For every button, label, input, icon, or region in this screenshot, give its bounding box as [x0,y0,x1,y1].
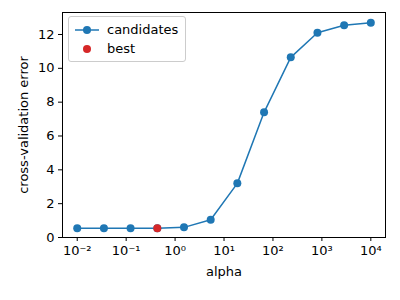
html-text:best: best [107,41,136,56]
svg-text:alpha: alpha [206,264,242,279]
svg-text:2: 2 [46,196,54,211]
html-text:candidates: candidates [107,22,179,37]
svg-text:cross-validation error: cross-validation error [16,56,31,194]
svg-text:10⁴: 10⁴ [360,243,382,258]
svg-text:0: 0 [46,230,54,245]
svg-text:10⁰: 10⁰ [164,243,186,258]
svg-text:10²: 10² [262,243,284,258]
svg-text:8: 8 [46,94,54,109]
svg-text:10: 10 [38,60,55,75]
svg-text:10³: 10³ [311,243,333,258]
svg-text:4: 4 [46,162,54,177]
svg-text:10⁻¹: 10⁻¹ [112,243,141,258]
svg-text:10⁻²: 10⁻² [63,243,92,258]
svg-text:10¹: 10¹ [213,243,235,258]
svg-text:12: 12 [38,27,55,42]
svg-text:6: 6 [46,128,54,143]
